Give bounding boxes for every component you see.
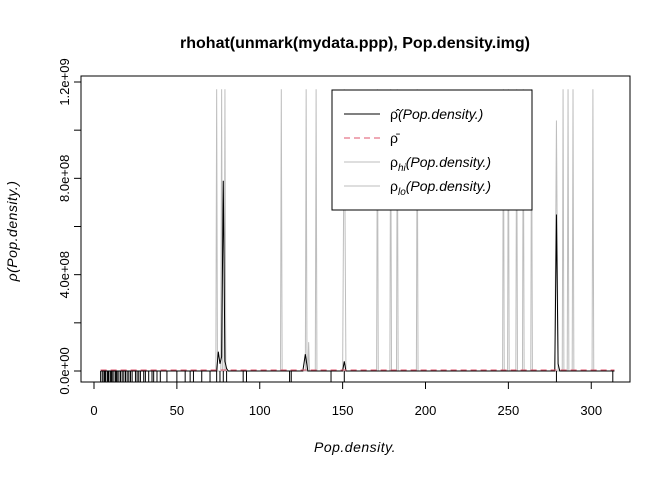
y-axis-label: ρ(Pop.density.) <box>4 181 20 283</box>
x-tick-label: 250 <box>498 403 520 418</box>
chart-title: rhohat(unmark(mydata.ppp), Pop.density.i… <box>180 35 530 52</box>
y-tick-label: 4.0e+08 <box>57 251 72 298</box>
x-axis: 0 50 100 150 200 250 300 <box>90 381 602 418</box>
y-tick-label: 8.0e+08 <box>57 155 72 202</box>
y-tick-label: 1.2e+09 <box>57 58 72 105</box>
legend-entry: ρ̄ <box>390 130 400 146</box>
x-tick-label: 150 <box>332 403 354 418</box>
legend-entry: ρlo(Pop.density.) <box>390 178 491 198</box>
x-axis-label: Pop.density. <box>314 439 396 455</box>
legend: ρ̂(Pop.density.) ρ̄ ρhi(Pop.density.) ρlo(P… <box>331 89 533 211</box>
x-tick-label: 50 <box>170 403 184 418</box>
x-tick-label: 200 <box>415 403 437 418</box>
y-axis: 0.0e+00 4.0e+08 8.0e+08 1.2e+09 <box>57 58 82 395</box>
legend-box <box>331 89 533 211</box>
legend-entry: ρ̂(Pop.density.) <box>390 106 483 122</box>
x-tick-label: 0 <box>90 403 97 418</box>
x-tick-label: 100 <box>249 403 271 418</box>
y-tick-label: 0.0e+00 <box>57 347 72 394</box>
series-line-0 <box>100 180 615 372</box>
x-tick-label: 300 <box>580 403 602 418</box>
legend-entry: ρhi(Pop.density.) <box>390 154 491 174</box>
